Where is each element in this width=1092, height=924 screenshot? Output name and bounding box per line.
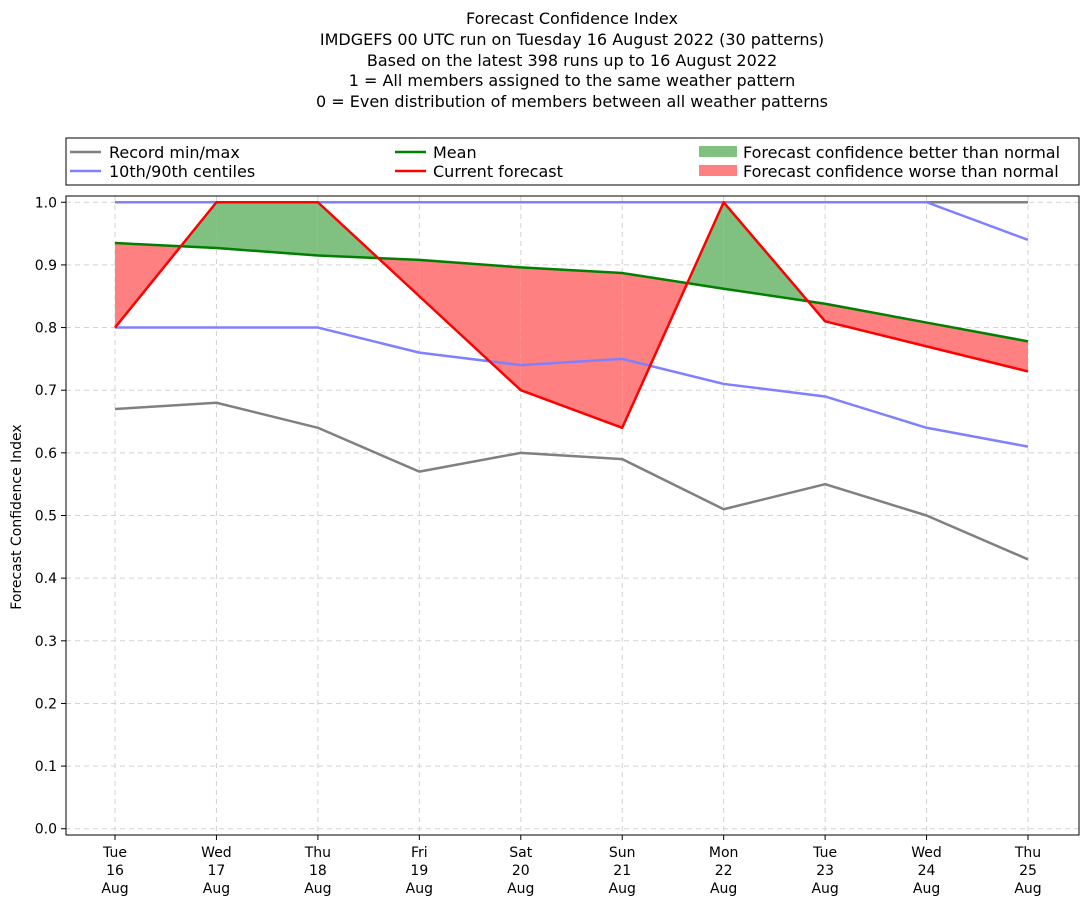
x-tick-label: Mon (709, 845, 739, 861)
x-tick-label: Wed (911, 845, 942, 861)
y-tick-label: 0.6 (35, 446, 57, 462)
x-tick-label: Aug (507, 881, 534, 897)
x-tick-label: 23 (816, 863, 834, 879)
chart-title: Forecast Confidence Index IMDGEFS 00 UTC… (316, 9, 828, 111)
y-tick-label: 0.5 (35, 509, 57, 525)
title-line-5: 0 = Even distribution of members between… (316, 92, 828, 111)
title-line-2: IMDGEFS 00 UTC run on Tuesday 16 August … (320, 30, 824, 49)
y-tick-label: 0.2 (35, 696, 57, 712)
legend-label-mean: Mean (433, 143, 477, 162)
record-min-line (114, 401, 1029, 561)
x-tick-label: Aug (406, 881, 433, 897)
x-tick-label: Aug (710, 881, 737, 897)
x-tick-label: 25 (1019, 863, 1037, 879)
legend-swatch-worse (699, 165, 737, 176)
x-tick-label: Thu (304, 845, 331, 861)
x-tick-label: Fri (411, 845, 428, 861)
x-tick-label: 18 (309, 863, 327, 879)
x-tick-label: 16 (106, 863, 124, 879)
x-tick-label: Aug (811, 881, 838, 897)
mean-line (114, 241, 1029, 343)
x-tick-label: Aug (913, 881, 940, 897)
y-tick-label: 1.0 (35, 195, 57, 211)
x-tick-label: 22 (715, 863, 733, 879)
legend-label-better: Forecast confidence better than normal (743, 143, 1060, 162)
x-tick-label: Sun (609, 845, 636, 861)
fill-worse-than-normal (825, 303, 927, 347)
x-tick-label: Wed (201, 845, 232, 861)
axes: 0.0 0.1 0.2 0.3 0.4 0.5 0.6 0.7 0.8 0.9 1.0 Tue 16 Au… (35, 195, 1042, 897)
x-tick-label: 20 (512, 863, 530, 879)
x-tick-label: Aug (609, 881, 636, 897)
x-tick-label: Tue (102, 845, 127, 861)
legend-swatch-better (699, 146, 737, 157)
x-tick-label: 17 (208, 863, 226, 879)
x-tick-label: 24 (918, 863, 936, 879)
y-tick-label: 0.0 (35, 822, 57, 838)
x-tick-label: 21 (613, 863, 631, 879)
x-tick-label: Aug (203, 881, 230, 897)
title-line-4: 1 = All members assigned to the same wea… (349, 71, 796, 90)
title-line-3: Based on the latest 398 runs up to 16 Au… (367, 51, 777, 70)
x-tick-label: 19 (410, 863, 428, 879)
y-tick-label: 0.9 (35, 258, 57, 274)
y-tick-label: 0.3 (35, 634, 57, 650)
x-tick-label: Aug (304, 881, 331, 897)
x-tick-label: Aug (1014, 881, 1041, 897)
x-tick-label: Thu (1014, 845, 1041, 861)
fill-better-than-normal (216, 202, 318, 256)
current-forecast-line (114, 201, 1029, 430)
y-tick-label: 0.1 (35, 759, 57, 775)
chart-legend: Record min/max 10th/90th centiles Mean C… (65, 137, 1080, 186)
x-tick-label: Tue (812, 845, 837, 861)
title-line-1: Forecast Confidence Index (466, 9, 678, 28)
fill-worse-than-normal (520, 267, 623, 428)
legend-label-centiles: 10th/90th centiles (109, 162, 255, 181)
fill-worse-than-normal (419, 259, 521, 391)
fill-worse-than-normal (926, 322, 1028, 372)
y-tick-label: 0.8 (35, 321, 57, 337)
x-tick-label: Aug (101, 881, 128, 897)
y-tick-label: 0.4 (35, 571, 57, 587)
legend-frame (65, 137, 1080, 186)
centile-10th-line (115, 326, 1029, 448)
series-lines (114, 201, 1029, 561)
y-axis-label: Forecast Confidence Index (9, 424, 25, 609)
y-tick-label: 0.7 (35, 383, 57, 399)
x-tick-label: Sat (509, 845, 532, 861)
legend-label-current: Current forecast (433, 162, 563, 181)
legend-label-worse: Forecast confidence worse than normal (743, 162, 1059, 181)
legend-label-record: Record min/max (109, 143, 240, 162)
